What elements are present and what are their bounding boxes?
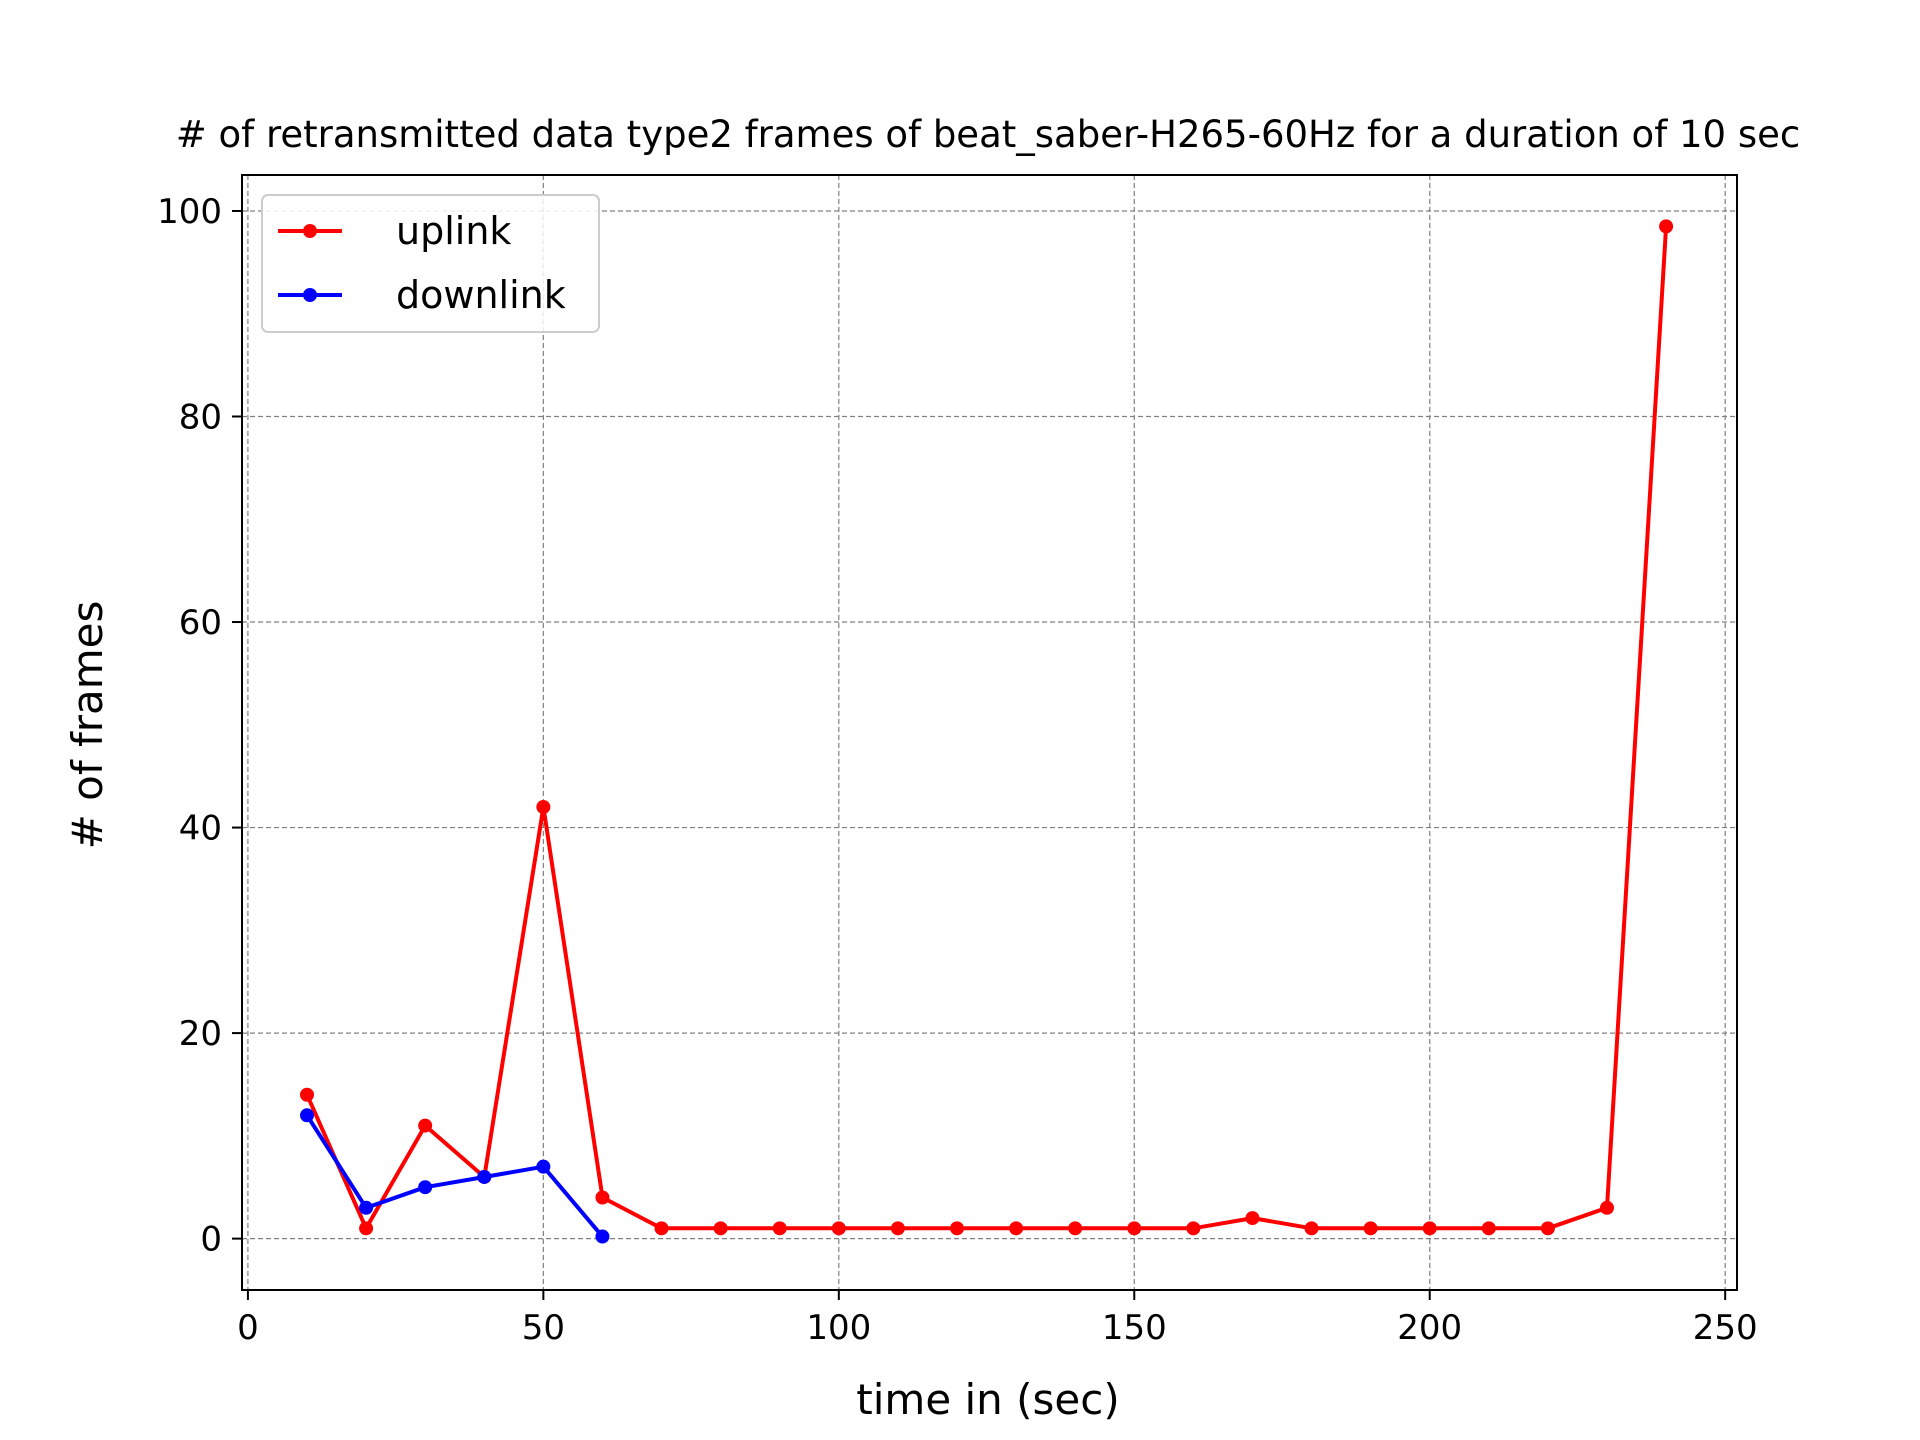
- y-tick-label: 20: [179, 1014, 222, 1054]
- data-point-uplink: [1422, 1221, 1437, 1236]
- x-tick-label: 250: [1693, 1308, 1758, 1348]
- data-point-uplink: [1127, 1221, 1142, 1236]
- legend-item-uplink: uplink: [278, 209, 511, 253]
- data-point-uplink: [831, 1221, 846, 1236]
- data-point-downlink: [536, 1159, 551, 1174]
- series-line-uplink: [305, 226, 1669, 1231]
- data-point-uplink: [1304, 1221, 1319, 1236]
- axis-ticks: 0 50 100 150 200 250 0 20 40 60 80 100: [157, 192, 1758, 1348]
- series-line-downlink: [305, 1114, 605, 1238]
- legend-swatch-marker: [303, 224, 317, 238]
- legend-swatch-marker: [303, 288, 317, 302]
- x-tick-label: 200: [1397, 1308, 1462, 1348]
- data-point-uplink: [654, 1221, 669, 1236]
- data-point-downlink: [595, 1229, 610, 1244]
- grid: [242, 175, 1737, 1290]
- data-point-uplink: [1540, 1221, 1555, 1236]
- data-point-uplink: [536, 800, 551, 815]
- data-point-uplink: [418, 1118, 433, 1133]
- y-tick-label: 80: [179, 397, 222, 437]
- plot-frame: [241, 174, 1738, 1291]
- data-point-uplink: [772, 1221, 787, 1236]
- y-tick-label: 40: [179, 809, 222, 849]
- data-point-downlink: [300, 1108, 314, 1123]
- x-tick-label: 150: [1102, 1308, 1167, 1348]
- x-axis-label: time in (sec): [856, 1375, 1119, 1424]
- data-point-uplink: [1245, 1211, 1260, 1226]
- series-downlink: [300, 1108, 610, 1244]
- data-point-uplink: [1600, 1200, 1614, 1215]
- data-point-uplink: [1186, 1221, 1201, 1236]
- legend-item-downlink: downlink: [278, 273, 566, 317]
- chart-title: # of retransmitted data type2 frames of …: [176, 113, 1800, 156]
- data-point-uplink: [950, 1221, 964, 1236]
- x-tick-label: 100: [806, 1308, 871, 1348]
- y-tick-label: 0: [200, 1220, 222, 1260]
- legend: uplink downlink: [261, 194, 600, 333]
- y-tick-label: 60: [179, 603, 222, 643]
- data-point-downlink: [359, 1200, 374, 1215]
- series-uplink: [300, 219, 1674, 1236]
- legend-label: downlink: [396, 273, 566, 317]
- data-point-uplink: [713, 1221, 728, 1236]
- data-point-uplink: [300, 1087, 314, 1102]
- series-layer: [300, 219, 1674, 1244]
- data-point-uplink: [1659, 219, 1674, 234]
- data-point-uplink: [1363, 1221, 1378, 1236]
- legend-label: uplink: [396, 209, 511, 253]
- data-point-uplink: [1481, 1221, 1496, 1236]
- data-point-downlink: [418, 1180, 433, 1195]
- y-tick-label: 100: [157, 192, 222, 232]
- data-point-uplink: [890, 1221, 905, 1236]
- x-tick-label: 50: [522, 1308, 565, 1348]
- legend-frame: [261, 194, 600, 333]
- data-point-uplink: [1009, 1221, 1024, 1236]
- data-point-downlink: [477, 1169, 492, 1184]
- y-axis-label: # of frames: [63, 601, 112, 850]
- data-point-uplink: [359, 1221, 374, 1236]
- data-point-uplink: [1068, 1221, 1083, 1236]
- x-tick-label: 0: [237, 1308, 259, 1348]
- data-point-uplink: [595, 1190, 610, 1205]
